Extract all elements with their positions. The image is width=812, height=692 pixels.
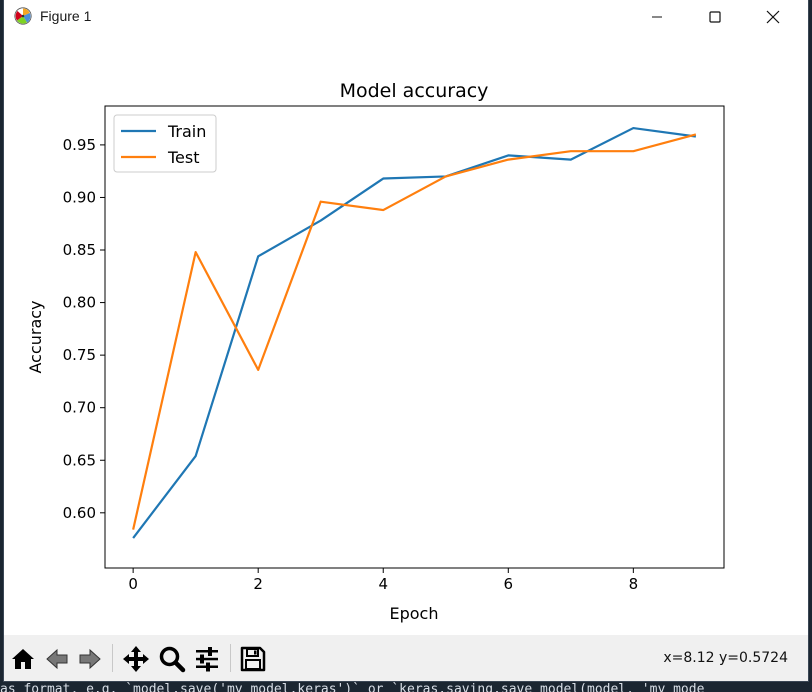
y-tick-label: 0.85 [63, 241, 96, 259]
plot-lines [132, 126, 697, 539]
axes-frame [104, 105, 725, 569]
y-tick-label: 0.90 [63, 188, 96, 206]
title-bar[interactable]: Figure 1 [4, 0, 808, 34]
zoom-button[interactable] [156, 643, 188, 675]
x-tick-label: 6 [504, 575, 514, 593]
y-axis-ticks: 0.60 0.65 0.70 0.75 0.80 0.85 0.90 0.95 [63, 136, 105, 522]
y-tick-label: 0.75 [63, 346, 96, 364]
x-axis-ticks: 0 2 4 6 8 [128, 568, 638, 593]
x-tick-label: 4 [378, 575, 388, 593]
cursor-coordinates: x=8.12 y=0.5724 [663, 650, 788, 666]
accuracy-chart[interactable]: Model accuracy 0 2 4 6 8 0.60 0.65 0.70 0.75 0.8… [4, 34, 808, 635]
maximize-button[interactable] [686, 0, 744, 34]
configure-subplots-button[interactable] [191, 643, 223, 675]
y-tick-label: 0.65 [63, 451, 96, 469]
back-arrow-icon [46, 648, 68, 670]
x-axis-label: Epoch [390, 604, 439, 623]
toolbar-separator [230, 644, 231, 672]
x-tick-label: 0 [128, 575, 138, 593]
terminal-output-text: as_format, e.g. `model.save('my_model.ke… [0, 682, 705, 692]
move-icon [123, 646, 149, 672]
magnifier-icon [159, 646, 186, 673]
y-tick-label: 0.95 [63, 136, 96, 154]
close-button[interactable] [744, 0, 802, 34]
x-tick-label: 8 [629, 575, 639, 593]
y-axis-label: Accuracy [26, 300, 45, 373]
back-button[interactable] [41, 643, 73, 675]
figure-canvas[interactable]: Model accuracy 0 2 4 6 8 0.60 0.65 0.70 0.75 0.8… [4, 34, 808, 635]
terminal-output-line: as_format, e.g. `model.save('my_model.ke… [0, 681, 812, 692]
maximize-icon [709, 11, 721, 23]
chart-title: Model accuracy [340, 80, 489, 102]
minimize-button[interactable] [628, 0, 686, 34]
matplotlib-app-icon [14, 7, 32, 25]
navigation-toolbar: x=8.12 y=0.5724 [4, 635, 808, 681]
legend-label-test: Test [167, 148, 200, 167]
save-button[interactable] [237, 643, 269, 675]
minimize-icon [652, 16, 662, 18]
close-icon [766, 10, 780, 24]
floppy-disk-icon [240, 646, 266, 672]
legend-label-train: Train [167, 122, 206, 141]
forward-arrow-icon [79, 648, 101, 670]
forward-button[interactable] [74, 643, 106, 675]
x-tick-label: 2 [253, 575, 263, 593]
pan-button[interactable] [120, 643, 152, 675]
home-icon [12, 649, 34, 669]
window-title: Figure 1 [40, 8, 92, 24]
toolbar-separator [112, 644, 113, 672]
sliders-icon [196, 647, 218, 672]
y-tick-label: 0.80 [63, 294, 96, 312]
terminal-left-strip [0, 36, 4, 681]
y-tick-label: 0.60 [63, 504, 96, 522]
home-button[interactable] [7, 643, 39, 675]
series-line-train [132, 126, 697, 539]
series-line-test [132, 133, 697, 530]
chart-legend: Train Test [113, 114, 217, 173]
y-tick-label: 0.70 [63, 399, 96, 417]
